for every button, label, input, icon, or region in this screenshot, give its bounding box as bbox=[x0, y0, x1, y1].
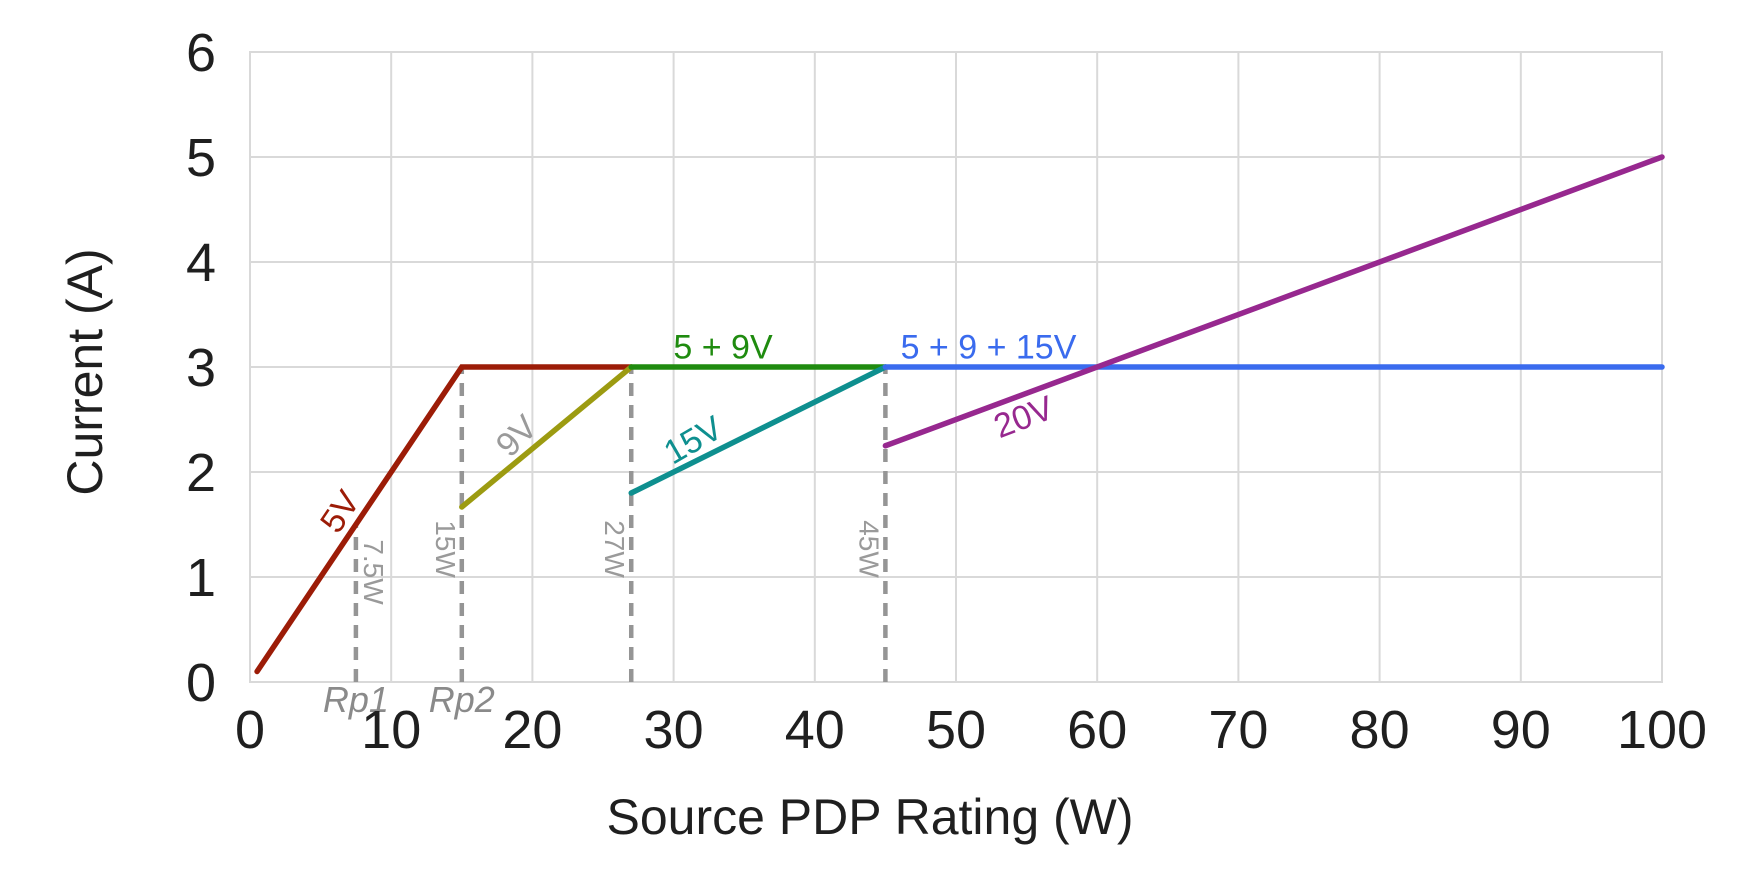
rp-label-Rp1: Rp1 bbox=[323, 679, 389, 720]
x-tick-20: 20 bbox=[502, 700, 562, 760]
threshold-label-15W: 15W bbox=[430, 520, 461, 578]
x-tick-100: 100 bbox=[1617, 700, 1707, 760]
series-label-5V: 5V bbox=[313, 484, 368, 540]
threshold-label-45W: 45W bbox=[853, 520, 884, 578]
x-tick-0: 0 bbox=[235, 700, 265, 760]
threshold-label-7.5W: 7.5W bbox=[358, 539, 389, 605]
x-axis-title: Source PDP Rating (W) bbox=[606, 789, 1134, 845]
series-line-9V bbox=[459, 364, 634, 510]
x-tick-40: 40 bbox=[785, 700, 845, 760]
y-tick-0: 0 bbox=[186, 653, 216, 713]
x-tick-70: 70 bbox=[1208, 700, 1268, 760]
series-label-20V: 20V bbox=[989, 389, 1059, 446]
series-label-9V: 9V bbox=[489, 408, 546, 465]
series-line-15V bbox=[628, 364, 889, 496]
x-tick-30: 30 bbox=[644, 700, 704, 760]
x-tick-90: 90 bbox=[1491, 700, 1551, 760]
series-label-5 + 9 + 15V: 5 + 9 + 15V bbox=[901, 328, 1077, 366]
y-tick-3: 3 bbox=[186, 338, 216, 398]
x-tick-80: 80 bbox=[1350, 700, 1410, 760]
x-tick-60: 60 bbox=[1067, 700, 1127, 760]
x-tick-10: 10 bbox=[361, 700, 421, 760]
series-line-20V bbox=[882, 154, 1665, 449]
y-tick-6: 6 bbox=[186, 23, 216, 83]
y-tick-1: 1 bbox=[186, 548, 216, 608]
rp-label-Rp2: Rp2 bbox=[429, 679, 495, 720]
y-axis-title: Current (A) bbox=[57, 248, 113, 496]
series-label-5 + 9V: 5 + 9V bbox=[673, 328, 773, 366]
x-tick-50: 50 bbox=[926, 700, 986, 760]
y-tick-2: 2 bbox=[186, 443, 216, 503]
y-tick-4: 4 bbox=[186, 233, 216, 293]
series-line-5V bbox=[254, 364, 634, 675]
threshold-label-27W: 27W bbox=[599, 520, 630, 578]
y-tick-5: 5 bbox=[186, 128, 216, 188]
